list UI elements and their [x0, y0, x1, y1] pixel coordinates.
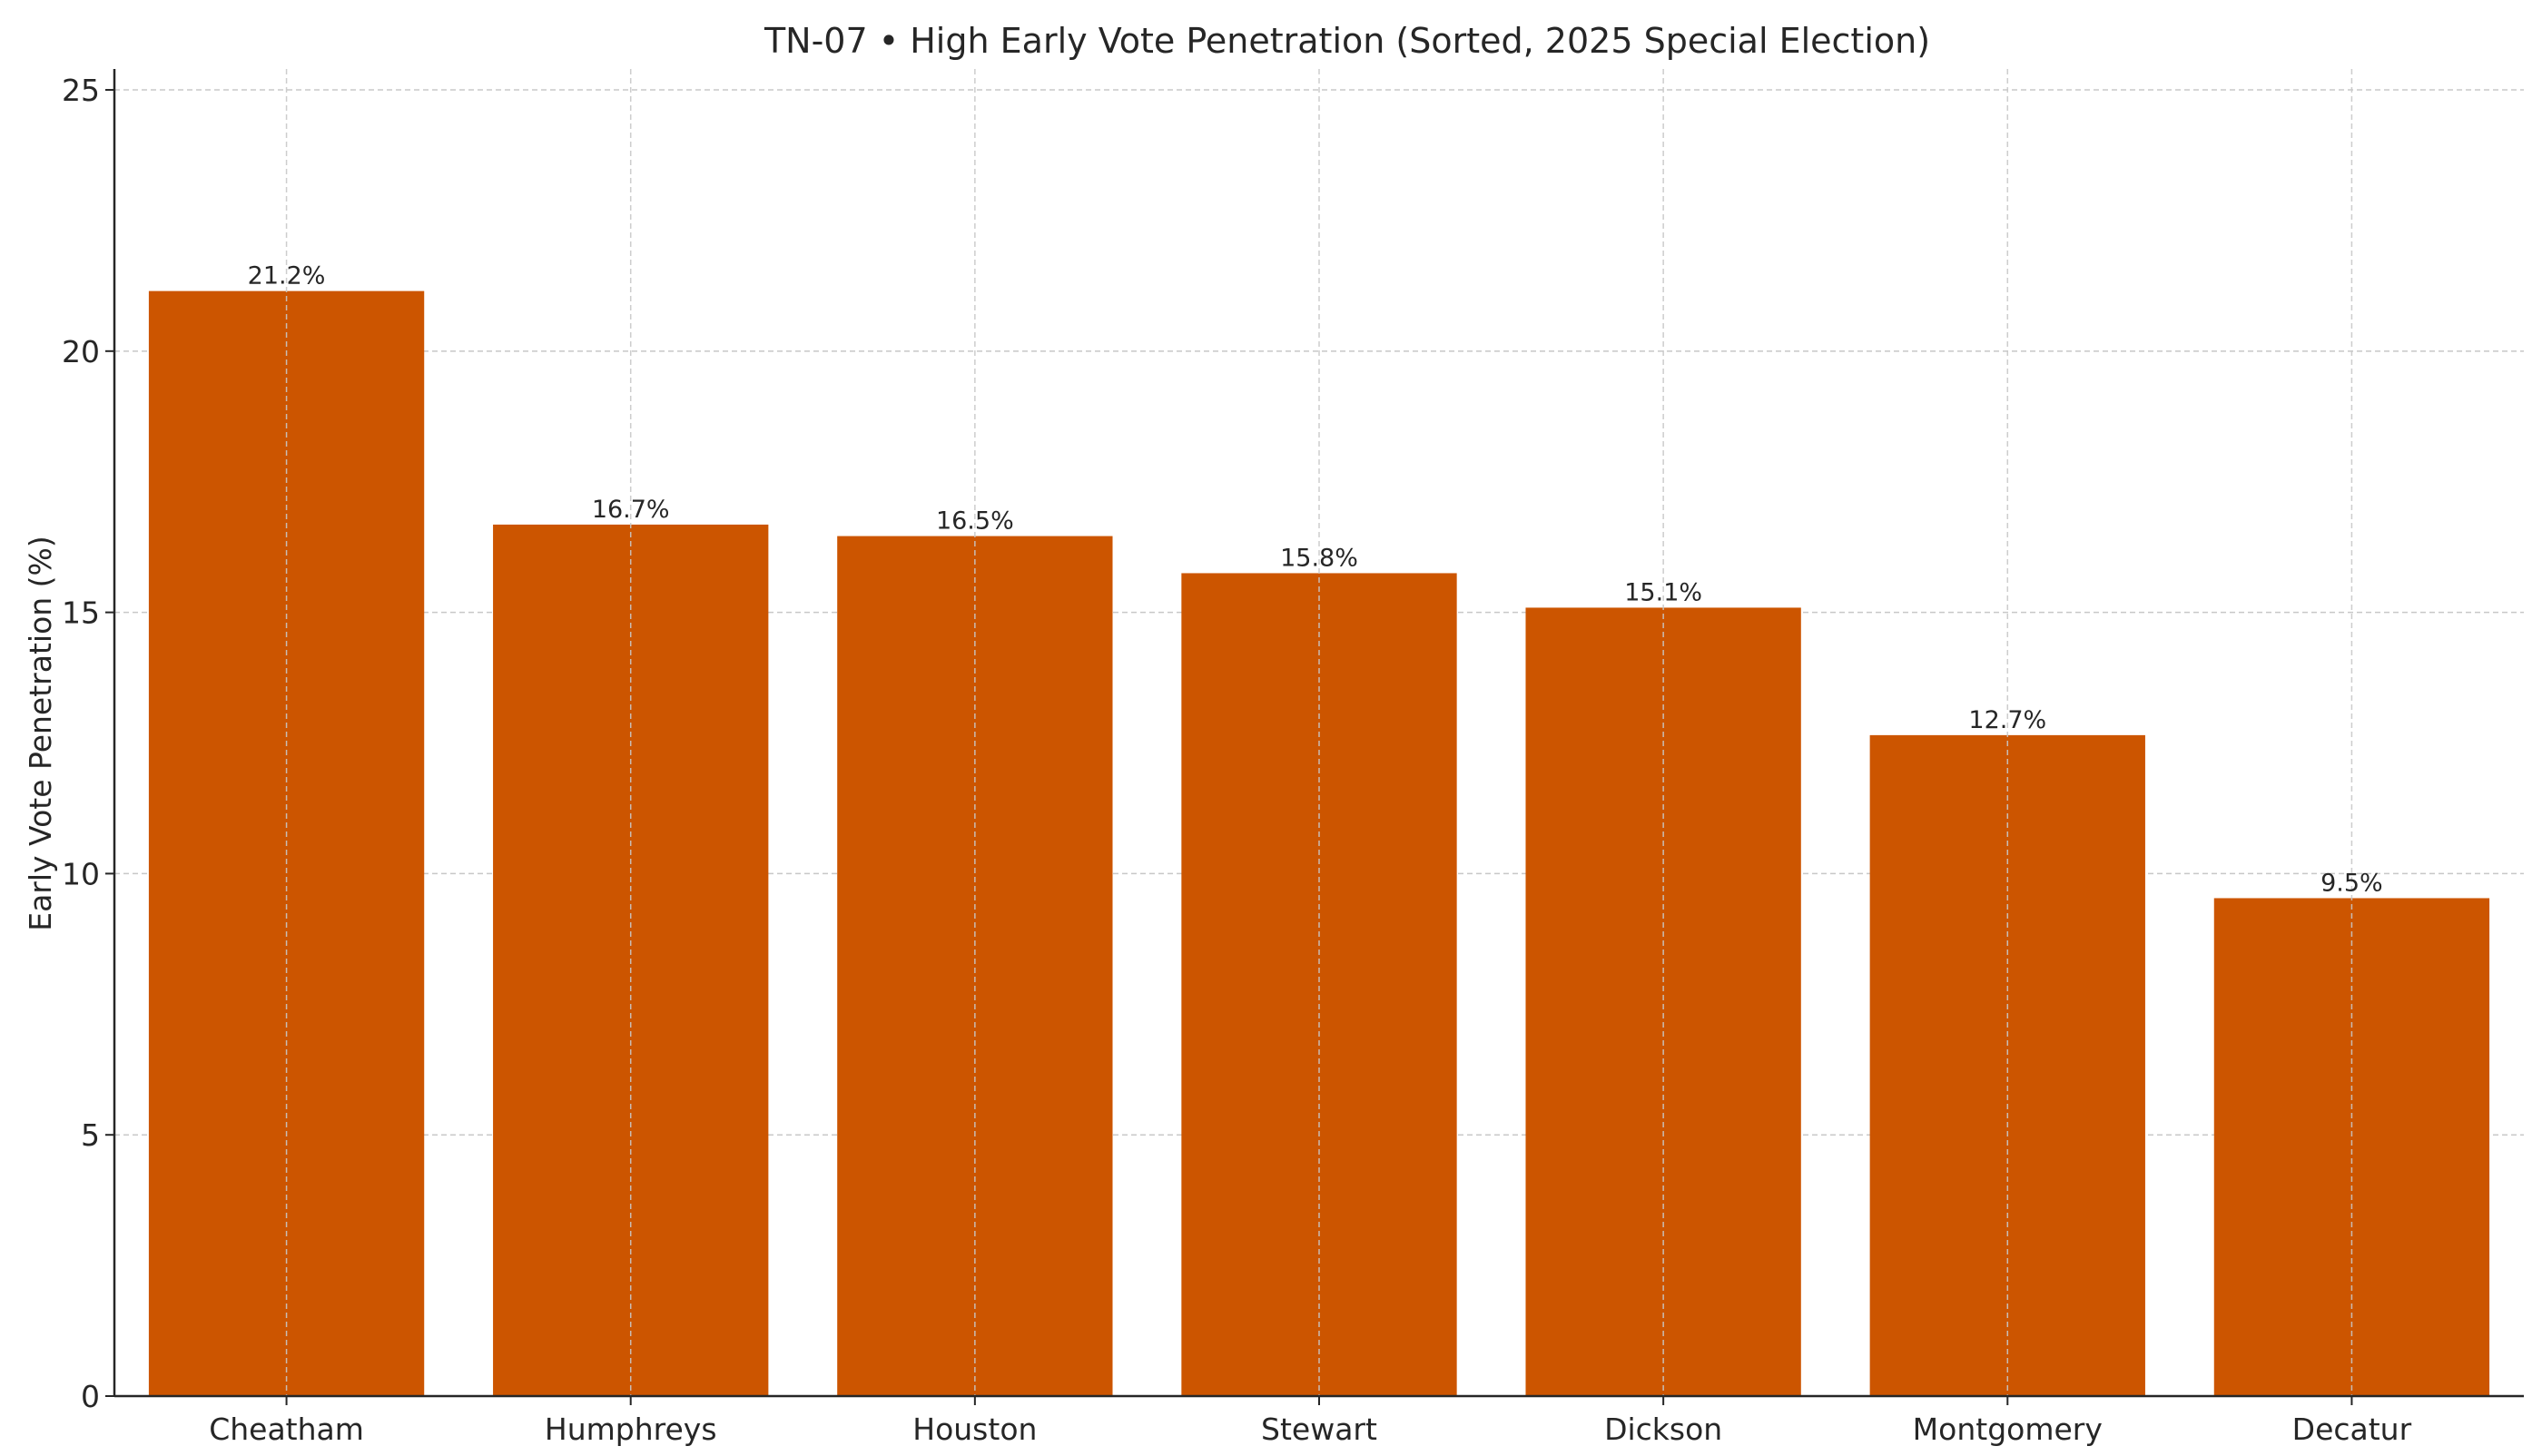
- x-tick-label: Dickson: [1604, 1412, 1722, 1447]
- x-tick-label: Decatur: [2292, 1412, 2412, 1447]
- data-label: 9.5%: [2320, 869, 2383, 897]
- x-tick-label: Houston: [912, 1412, 1037, 1447]
- y-axis-label: Early Vote Penetration (%): [23, 536, 58, 931]
- chart-title: TN-07 • High Early Vote Penetration (Sor…: [764, 21, 1930, 61]
- bar-dickson: [1525, 607, 1801, 1396]
- axes: 0 5 10 15 20 25 Cheatham Humphreys Houston Stewar…: [62, 69, 2524, 1447]
- y-tick-label: 15: [62, 595, 100, 631]
- data-labels: 21.2% 16.7% 16.5% 15.8% 15.1% 12.7% 9.5%: [248, 262, 2383, 898]
- y-tick-label: 10: [62, 856, 100, 891]
- y-tick-label: 0: [81, 1379, 100, 1414]
- data-label: 16.5%: [936, 507, 1014, 536]
- x-tick-label: Montgomery: [1913, 1412, 2103, 1447]
- data-label: 16.7%: [592, 496, 670, 524]
- y-tick-label: 20: [62, 334, 100, 369]
- data-label: 15.8%: [1280, 544, 1358, 572]
- y-tick-label: 25: [62, 73, 100, 108]
- bar-houston: [837, 536, 1113, 1396]
- data-label: 21.2%: [248, 262, 326, 290]
- x-tick-label: Stewart: [1261, 1412, 1377, 1447]
- data-label: 12.7%: [1968, 706, 2046, 734]
- y-tick-label: 5: [81, 1117, 100, 1153]
- x-tick-label: Cheatham: [209, 1412, 364, 1447]
- x-tick-label: Humphreys: [545, 1412, 717, 1447]
- data-label: 15.1%: [1624, 578, 1702, 606]
